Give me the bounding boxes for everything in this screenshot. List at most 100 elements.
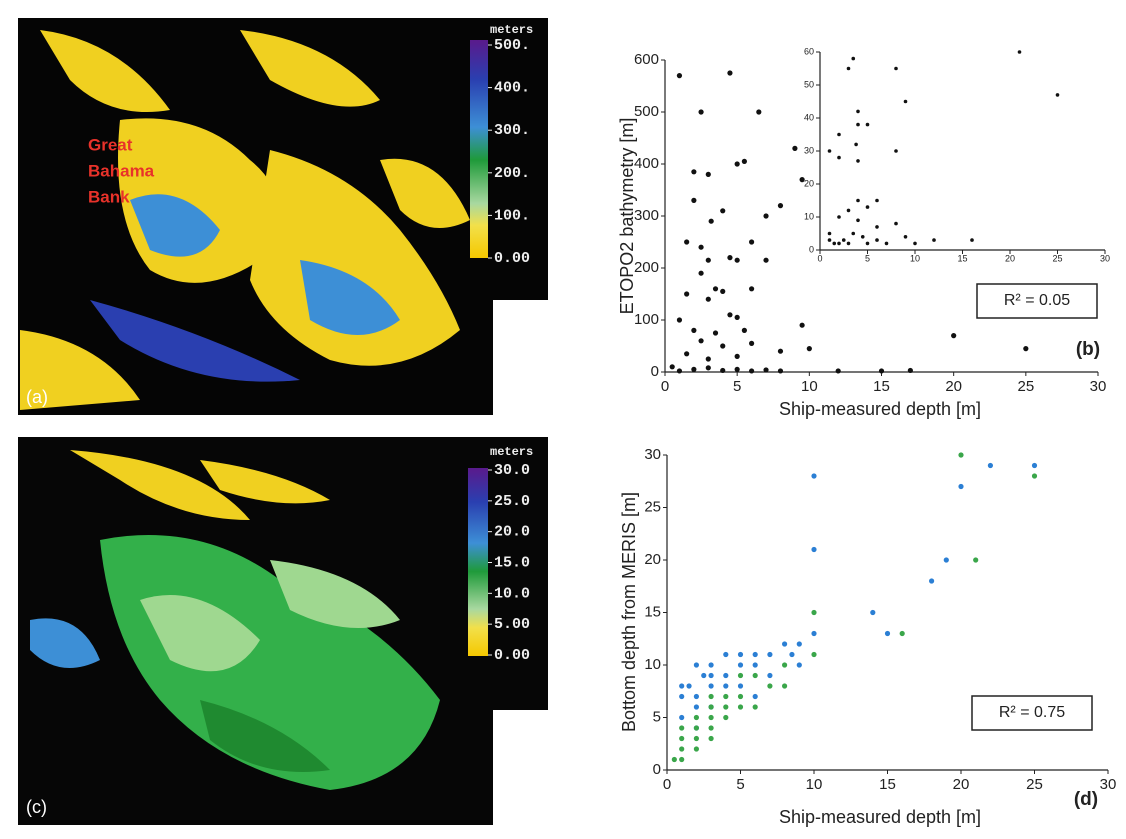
- y-tick-label: 10: [644, 656, 661, 673]
- x-tick-label: 30: [1100, 776, 1117, 793]
- point: [741, 158, 747, 164]
- map-annotation: Bank: [88, 187, 130, 206]
- colorbar-label: 400.: [494, 80, 530, 97]
- point: [676, 368, 683, 374]
- point: [856, 159, 860, 163]
- x-tick-label: 15: [873, 378, 890, 395]
- map-annotation: Bahama: [88, 161, 155, 180]
- y-tick-label: 600: [634, 51, 659, 68]
- point: [767, 651, 773, 658]
- x-tick-label: 10: [806, 776, 823, 793]
- x-tick-label: 5: [733, 378, 741, 395]
- x-tick-label: 20: [945, 378, 962, 395]
- colorbar-label: 100.: [494, 207, 530, 224]
- point: [693, 714, 700, 721]
- point: [679, 683, 685, 689]
- point: [723, 672, 729, 679]
- point: [723, 704, 729, 710]
- point: [856, 109, 860, 114]
- point: [796, 662, 802, 668]
- colorbar: [470, 40, 488, 258]
- colorbar-label: 20.0: [494, 524, 530, 541]
- point: [865, 122, 870, 127]
- point: [894, 149, 898, 153]
- x-axis-label: Ship-measured depth [m]: [779, 399, 981, 419]
- point: [854, 142, 858, 147]
- point: [792, 145, 798, 151]
- point: [789, 651, 795, 658]
- point: [860, 235, 865, 239]
- point: [705, 257, 711, 263]
- point: [827, 231, 832, 236]
- point: [1031, 473, 1038, 479]
- y-tick-label: 30: [804, 145, 814, 155]
- point: [693, 746, 700, 752]
- point: [752, 704, 758, 710]
- point: [763, 367, 769, 373]
- x-tick-label: 5: [736, 776, 744, 793]
- point: [723, 714, 729, 721]
- y-tick-label: 0: [809, 244, 814, 254]
- point: [763, 213, 769, 219]
- point: [846, 241, 851, 246]
- point: [811, 473, 817, 479]
- point: [693, 693, 700, 700]
- point: [705, 356, 711, 362]
- point: [777, 368, 784, 374]
- point: [734, 366, 740, 372]
- point: [698, 109, 704, 115]
- point: [749, 286, 755, 292]
- point: [958, 452, 964, 458]
- point: [752, 651, 758, 658]
- point: [669, 364, 675, 370]
- point: [907, 367, 913, 374]
- y-tick-label: 300: [634, 207, 659, 224]
- point: [708, 714, 714, 721]
- point: [691, 197, 697, 203]
- point: [737, 672, 744, 679]
- point: [875, 238, 879, 242]
- colorbar-label: 200.: [494, 165, 530, 182]
- x-tick-label: 10: [910, 253, 920, 263]
- point: [679, 693, 685, 700]
- point: [691, 327, 697, 333]
- point: [737, 651, 744, 658]
- point: [856, 122, 860, 127]
- colorbar-label: 0.00: [494, 647, 530, 664]
- point: [708, 672, 714, 679]
- point: [929, 578, 935, 584]
- x-tick-label: 10: [801, 378, 818, 395]
- map-features: [30, 450, 440, 790]
- y-tick-label: 40: [804, 112, 814, 122]
- point: [756, 109, 762, 115]
- panel-label: (b): [1076, 339, 1100, 360]
- x-tick-label: 20: [1005, 253, 1015, 263]
- y-tick-label: 0: [653, 761, 661, 778]
- point: [951, 333, 957, 339]
- point: [737, 693, 744, 700]
- point: [737, 662, 744, 668]
- point: [679, 714, 685, 721]
- point: [837, 215, 841, 219]
- point: [734, 161, 740, 167]
- point: [1023, 346, 1029, 352]
- point: [856, 218, 860, 223]
- point: [749, 368, 755, 374]
- panel-label: (a): [26, 387, 48, 407]
- colorbar-label: 10.0: [494, 585, 530, 602]
- point: [691, 366, 697, 372]
- panel-label: (d): [1074, 789, 1098, 810]
- colorbar-label: 25.0: [494, 493, 530, 510]
- point: [723, 651, 729, 658]
- point: [870, 609, 876, 616]
- point: [727, 70, 733, 76]
- point: [679, 756, 685, 763]
- point: [676, 73, 683, 79]
- point: [1017, 50, 1022, 54]
- point: [708, 693, 714, 700]
- point: [782, 662, 788, 668]
- x-tick-label: 15: [879, 776, 896, 793]
- point: [782, 641, 788, 647]
- point: [782, 683, 788, 689]
